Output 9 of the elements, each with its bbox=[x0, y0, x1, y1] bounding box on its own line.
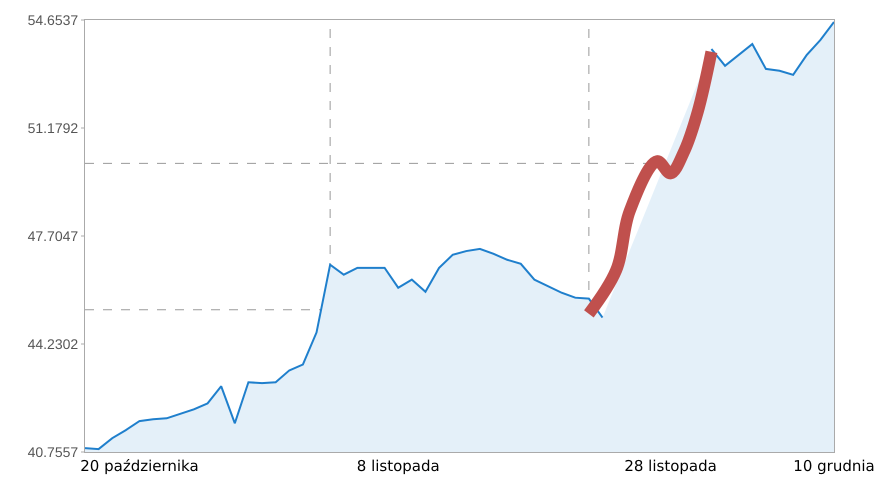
y-tick-label: 40.7557 bbox=[28, 444, 78, 460]
x-tick-label: 28 listopada bbox=[624, 457, 717, 475]
x-tick-label: 20 października bbox=[80, 457, 199, 475]
y-tick-label: 47.7047 bbox=[28, 228, 78, 244]
y-tick-label: 51.1792 bbox=[28, 120, 78, 136]
x-tick-label: 10 grudnia bbox=[793, 457, 875, 475]
x-tick-label: 8 listopada bbox=[356, 457, 440, 475]
y-tick-label: 54.6537 bbox=[28, 12, 78, 28]
y-tick-label: 44.2302 bbox=[28, 336, 78, 352]
